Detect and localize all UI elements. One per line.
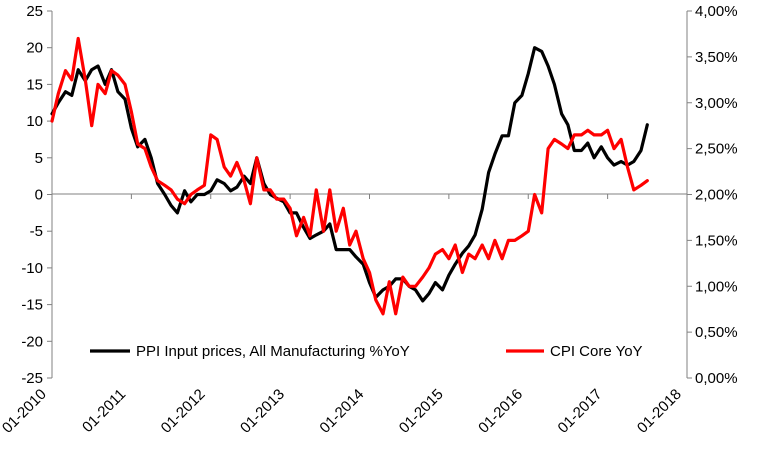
x-axis: 01-2010 01-2011 01-2012 01-2013 01-2014 01-20… [0,193,688,437]
left-axis-tick-label: 0 [35,187,43,204]
x-axis-tick-label: 01-2010 [0,386,50,437]
right-axis-tick-label: 2,50% [695,141,738,158]
left-axis-tick-label: -20 [21,333,43,350]
left-axis-tick-label: 25 [26,3,43,20]
left-y-axis: 25 20 15 10 5 0 -5 -10 -15 -20 -25 [21,3,53,387]
right-axis-tick-label: 1,50% [695,232,738,249]
left-axis-tick-label: -5 [30,223,43,240]
right-axis-tick-label: 2,00% [695,187,738,204]
right-axis-tick-label: 0,00% [695,370,738,387]
cpi-core-line [50,36,649,316]
ppi-input-prices-line [50,46,649,303]
x-axis-tick-label: 01-2018 [634,386,685,437]
left-axis-tick-label: 15 [26,76,43,93]
legend: PPI Input prices, All Manufacturing %YoY… [90,343,643,360]
right-axis-tick-label: 3,50% [695,49,738,66]
right-y-axis: 4,00% 3,50% 3,00% 2,50% 2,00% 1,50% 1,00% 0,50%… [686,3,738,387]
x-axis-tick-label: 01-2011 [79,386,129,436]
series-lines [50,36,649,316]
left-axis-tick-label: -15 [21,297,43,314]
right-axis-tick-label: 3,00% [695,95,738,112]
x-axis-tick-label: 01-2013 [237,386,288,437]
legend-label-cpi: CPI Core YoY [550,343,643,360]
x-axis-tick-label: 01-2016 [475,386,526,437]
right-axis-tick-label: 4,00% [695,3,738,20]
left-axis-tick-label: 10 [26,113,43,130]
right-axis-tick-label: 0,50% [695,324,738,341]
legend-label-ppi: PPI Input prices, All Manufacturing %YoY [136,343,410,360]
x-axis-tick-label: 01-2014 [316,386,367,437]
left-axis-tick-label: 20 [26,40,43,57]
left-axis-tick-label: -10 [21,260,43,277]
x-axis-tick-label: 01-2017 [554,386,605,437]
left-axis-tick-label: 5 [35,150,43,167]
x-axis-tick-label: 01-2012 [158,386,209,437]
right-axis-tick-label: 1,00% [695,278,738,295]
left-axis-tick-label: -25 [21,370,43,387]
x-axis-tick-label: 01-2015 [396,386,447,437]
